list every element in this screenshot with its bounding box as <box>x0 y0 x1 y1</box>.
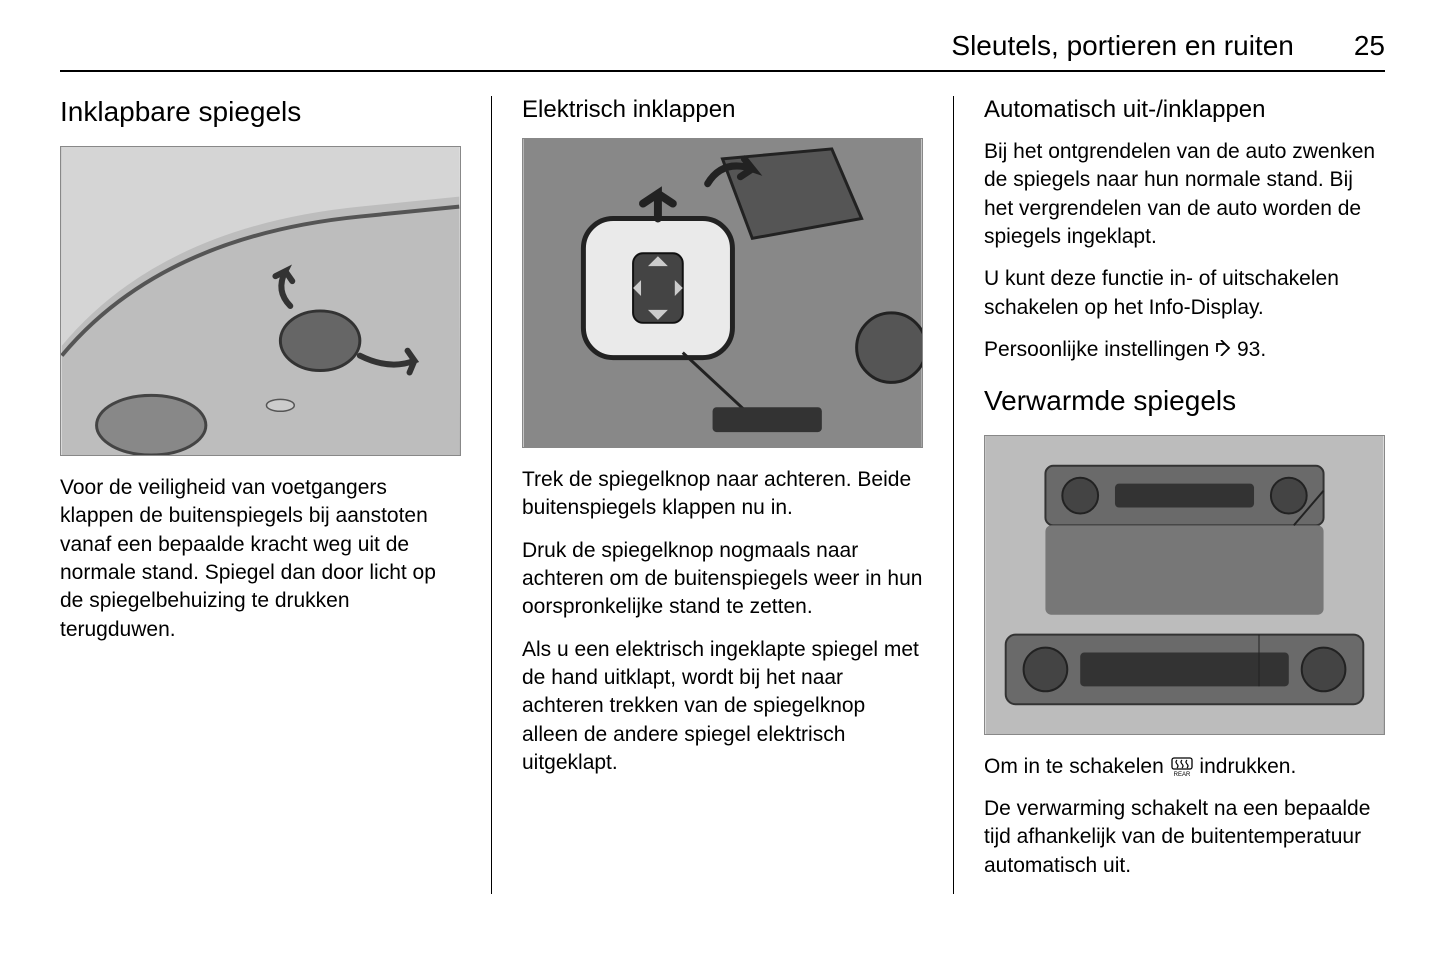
mirror-knob-illustration <box>523 139 922 447</box>
col3-sec2-para2: De verwarming schakelt na een bepaalde t… <box>984 795 1385 880</box>
col3-sec2-para1-suffix: indrukken. <box>1194 755 1297 778</box>
col2-para1: Trek de spiegelknop naar achteren. Beide… <box>522 466 923 523</box>
col3-sec2-para1-prefix: Om in te schakelen <box>984 755 1170 778</box>
col3-sec1-para3-ref: 93. <box>1237 338 1266 361</box>
chapter-title: Sleutels, portieren en ruiten <box>951 30 1293 62</box>
rear-defrost-icon: REAR <box>1170 757 1194 777</box>
svg-text:REAR: REAR <box>1173 772 1190 777</box>
climate-panel-illustration <box>985 436 1384 734</box>
col2-para2: Druk de spiegelknop nogmaals naar achter… <box>522 537 923 622</box>
car-mirror-illustration <box>61 147 460 455</box>
col2-para3: Als u een elektrisch ingeklapte spie­gel… <box>522 636 923 778</box>
page-header: Sleutels, portieren en ruiten 25 <box>60 30 1385 72</box>
col3-sec1-heading: Automatisch uit-/inklappen <box>984 96 1385 124</box>
column-2: Elektrisch inklappen Trek de spiegelknop… <box>491 96 954 894</box>
col2-image-mirror-knob <box>522 138 923 448</box>
col3-image-climate-panel <box>984 435 1385 735</box>
col2-heading: Elektrisch inklappen <box>522 96 923 124</box>
col3-sec2-para1: Om in te schakelen REAR indrukken. <box>984 753 1385 781</box>
col3-sec1-para3-prefix: Persoonlijke instellingen <box>984 338 1215 361</box>
col3-sec1-para1: Bij het ontgrendelen van de auto zwenken… <box>984 138 1385 251</box>
col3-sec2-heading: Verwarmde spiegels <box>984 385 1385 417</box>
col3-sec1-para3: Persoonlijke instellingen 93. <box>984 336 1385 365</box>
content-columns: Inklapbare spiegels Voor de veiligheid v… <box>60 96 1385 894</box>
col3-sec1-para2: U kunt deze functie in- of uitschakelen … <box>984 265 1385 322</box>
cross-ref-arrow-icon <box>1215 336 1231 364</box>
col1-para1: Voor de veiligheid van voetgangers klapp… <box>60 474 461 644</box>
page-number: 25 <box>1354 30 1385 62</box>
col1-image-folding-mirror <box>60 146 461 456</box>
col1-heading: Inklapbare spiegels <box>60 96 461 128</box>
column-3: Automatisch uit-/inklappen Bij het ontgr… <box>954 96 1385 894</box>
column-1: Inklapbare spiegels Voor de veiligheid v… <box>60 96 491 894</box>
